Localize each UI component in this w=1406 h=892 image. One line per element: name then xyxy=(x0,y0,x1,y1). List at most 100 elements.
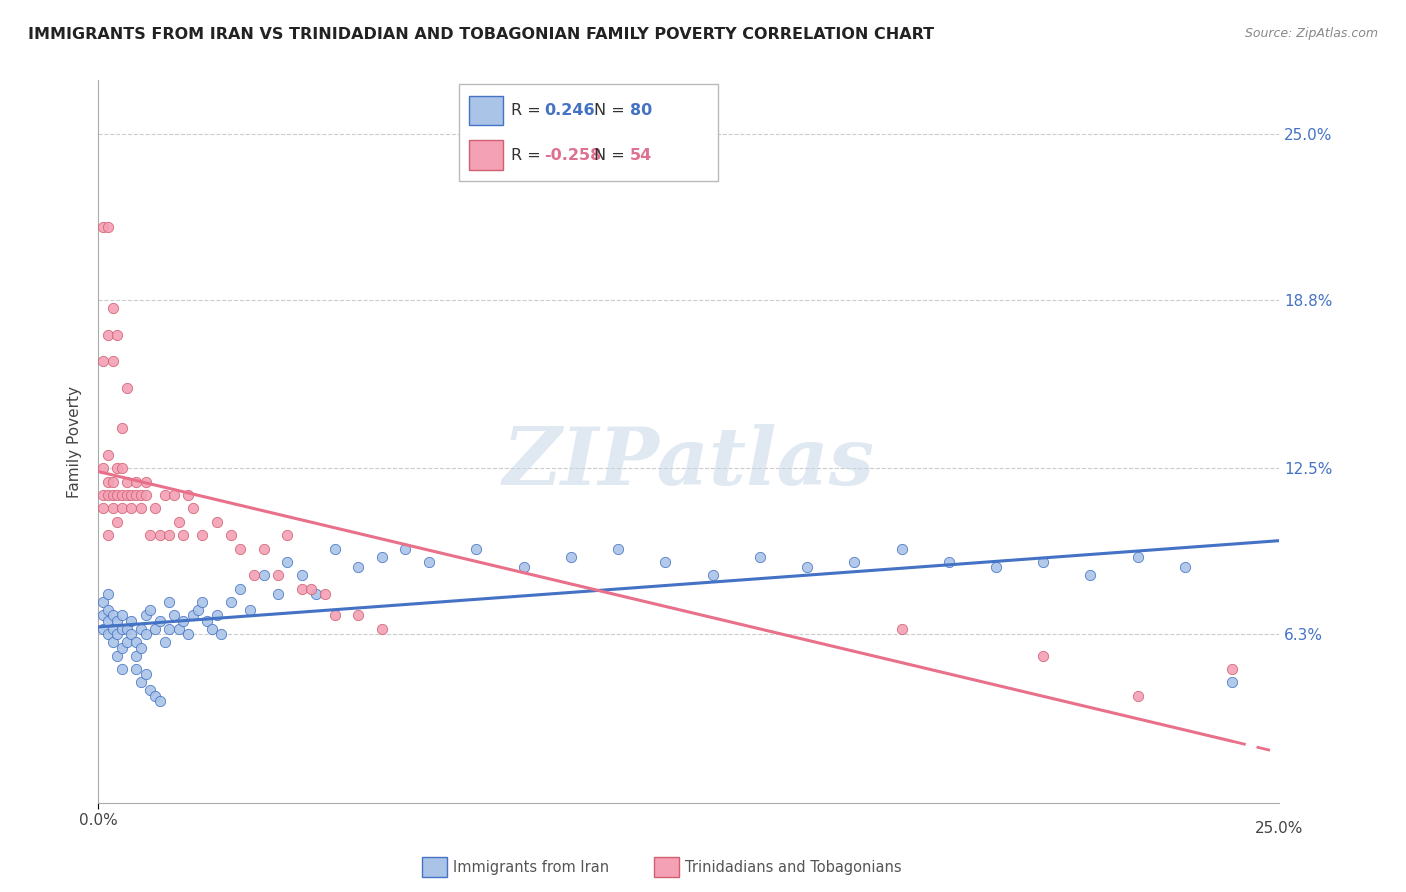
Text: Source: ZipAtlas.com: Source: ZipAtlas.com xyxy=(1244,27,1378,40)
Point xyxy=(91,488,114,502)
Point xyxy=(267,568,290,582)
Point xyxy=(1032,555,1054,569)
Point xyxy=(105,614,128,628)
Point xyxy=(305,587,328,601)
Point xyxy=(654,555,676,569)
Point xyxy=(97,614,120,628)
Point xyxy=(91,622,114,636)
Point xyxy=(125,648,148,663)
Text: R =: R = xyxy=(510,147,546,162)
Point xyxy=(796,560,818,574)
Point xyxy=(129,488,152,502)
Point xyxy=(157,622,180,636)
Point xyxy=(111,608,134,623)
Point xyxy=(105,648,128,663)
Point xyxy=(890,541,912,556)
Point xyxy=(91,461,114,475)
Point xyxy=(290,582,312,596)
Point xyxy=(1220,662,1243,676)
Point xyxy=(139,683,162,698)
Point xyxy=(418,555,440,569)
Point xyxy=(253,568,276,582)
Point xyxy=(229,541,252,556)
Point xyxy=(91,220,114,235)
Point xyxy=(172,528,194,542)
Point xyxy=(371,549,394,564)
Point xyxy=(938,555,960,569)
Point xyxy=(187,603,209,617)
Point xyxy=(1126,689,1149,703)
Point xyxy=(91,354,114,368)
Text: ZIPatlas: ZIPatlas xyxy=(503,425,875,502)
Point xyxy=(181,501,204,516)
Point xyxy=(702,568,724,582)
Point xyxy=(129,640,152,655)
Point xyxy=(111,461,134,475)
Point xyxy=(229,582,252,596)
Point xyxy=(105,627,128,641)
Point xyxy=(111,421,134,435)
Point xyxy=(125,488,148,502)
Point xyxy=(205,515,228,529)
Point xyxy=(191,595,214,609)
Point xyxy=(91,501,114,516)
Text: R =: R = xyxy=(510,103,546,118)
Point xyxy=(101,354,124,368)
Point xyxy=(91,608,114,623)
Point xyxy=(101,635,124,649)
Point xyxy=(97,220,120,235)
Point xyxy=(394,541,416,556)
Point xyxy=(1080,568,1102,582)
Point xyxy=(91,595,114,609)
Point xyxy=(607,541,630,556)
Point xyxy=(111,622,134,636)
Point xyxy=(239,603,262,617)
Point xyxy=(111,501,134,516)
Point xyxy=(125,635,148,649)
Text: -0.258: -0.258 xyxy=(544,147,602,162)
Point xyxy=(314,587,336,601)
Point xyxy=(143,689,166,703)
Text: N =: N = xyxy=(593,103,630,118)
Point xyxy=(1174,560,1197,574)
Point xyxy=(219,528,242,542)
Point xyxy=(97,448,120,462)
Point xyxy=(111,640,134,655)
Point xyxy=(149,528,172,542)
Point xyxy=(323,608,346,623)
Point xyxy=(101,608,124,623)
Point xyxy=(347,608,370,623)
Point xyxy=(153,488,176,502)
Bar xyxy=(470,95,503,125)
Point xyxy=(163,488,186,502)
Point xyxy=(195,614,218,628)
Point xyxy=(129,675,152,690)
Point xyxy=(844,555,866,569)
Text: 25.0%: 25.0% xyxy=(1256,821,1303,836)
Point xyxy=(121,501,143,516)
Point xyxy=(276,528,298,542)
Point xyxy=(253,541,276,556)
Point xyxy=(560,549,582,564)
Point xyxy=(276,555,298,569)
Point xyxy=(219,595,242,609)
Point xyxy=(748,549,770,564)
Text: Trinidadians and Tobagonians: Trinidadians and Tobagonians xyxy=(685,860,901,874)
Point xyxy=(205,608,228,623)
Point xyxy=(1126,549,1149,564)
Text: N =: N = xyxy=(593,147,630,162)
Point xyxy=(984,560,1007,574)
Point xyxy=(323,541,346,556)
Point xyxy=(181,608,204,623)
Point xyxy=(371,622,394,636)
Point xyxy=(243,568,266,582)
Point xyxy=(115,622,138,636)
Point xyxy=(97,327,120,342)
Point xyxy=(172,614,194,628)
Point xyxy=(115,635,138,649)
Point xyxy=(163,608,186,623)
Point xyxy=(191,528,214,542)
Point xyxy=(97,488,120,502)
Point xyxy=(121,627,143,641)
Point xyxy=(135,475,157,489)
